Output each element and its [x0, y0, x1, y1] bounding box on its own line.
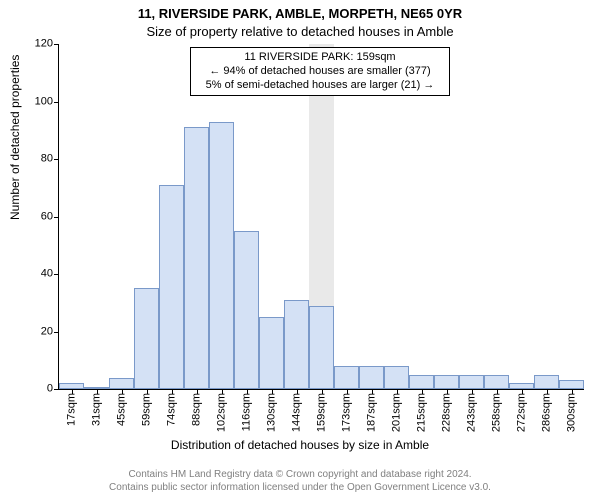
y-tick-label: 40 [28, 269, 59, 280]
footer-line-1: Contains HM Land Registry data © Crown c… [0, 468, 600, 481]
x-tick-label: 31sqm [91, 389, 102, 426]
histogram-bar [134, 288, 159, 389]
x-tick-label: 173sqm [341, 389, 352, 432]
x-tick-label: 74sqm [166, 389, 177, 426]
y-axis-label: Number of detached properties [8, 55, 22, 220]
x-tick-label: 116sqm [241, 389, 252, 431]
footer-attribution: Contains HM Land Registry data © Crown c… [0, 468, 600, 494]
x-tick-label: 17sqm [66, 389, 77, 426]
footer-line-2: Contains public sector information licen… [0, 481, 600, 494]
y-tick-label: 0 [28, 384, 59, 395]
histogram-bar [234, 231, 259, 389]
y-tick-label: 20 [28, 326, 59, 337]
histogram-bar [284, 300, 309, 389]
histogram-bar [159, 185, 184, 389]
x-tick-label: 187sqm [366, 389, 377, 432]
x-tick-label: 130sqm [266, 389, 277, 432]
chart-subtitle: Size of property relative to detached ho… [0, 24, 600, 39]
histogram-bar [184, 127, 209, 389]
histogram-bar [409, 375, 434, 389]
histogram-bar [359, 366, 384, 389]
chart-title: 11, RIVERSIDE PARK, AMBLE, MORPETH, NE65… [0, 6, 600, 21]
x-tick-label: 243sqm [466, 389, 477, 432]
histogram-bar [434, 375, 459, 389]
annotation-line-3: 5% of semi-detached houses are larger (2… [197, 79, 443, 93]
histogram-bar [459, 375, 484, 389]
histogram-bar [109, 378, 134, 390]
annotation-line-2: ← 94% of detached houses are smaller (37… [197, 65, 443, 79]
x-tick-label: 144sqm [291, 389, 302, 432]
x-tick-label: 300sqm [566, 389, 577, 432]
histogram-bar [334, 366, 359, 389]
histogram-bar [209, 122, 234, 389]
histogram-bar [309, 306, 334, 389]
x-tick-label: 159sqm [316, 389, 327, 432]
x-tick-label: 201sqm [391, 389, 402, 432]
histogram-bar [259, 317, 284, 389]
histogram-bar [484, 375, 509, 389]
y-tick-label: 100 [28, 96, 59, 107]
x-tick-label: 88sqm [191, 389, 202, 426]
y-tick-label: 120 [28, 39, 59, 50]
histogram-bar [384, 366, 409, 389]
x-tick-label: 102sqm [216, 389, 227, 432]
x-axis-label: Distribution of detached houses by size … [0, 438, 600, 452]
histogram-bar [534, 375, 559, 389]
annotation-box: 11 RIVERSIDE PARK: 159sqm ← 94% of detac… [190, 47, 450, 96]
x-tick-label: 59sqm [141, 389, 152, 426]
x-tick-label: 215sqm [416, 389, 427, 432]
x-tick-label: 272sqm [516, 389, 527, 432]
x-tick-label: 258sqm [491, 389, 502, 432]
annotation-line-1: 11 RIVERSIDE PARK: 159sqm [197, 51, 443, 65]
x-tick-label: 228sqm [441, 389, 452, 432]
x-tick-label: 45sqm [116, 389, 127, 426]
x-tick-label: 286sqm [541, 389, 552, 432]
y-tick-label: 60 [28, 211, 59, 222]
chart-container: 11, RIVERSIDE PARK, AMBLE, MORPETH, NE65… [0, 0, 600, 500]
histogram-bar [559, 380, 584, 389]
y-tick-label: 80 [28, 154, 59, 165]
